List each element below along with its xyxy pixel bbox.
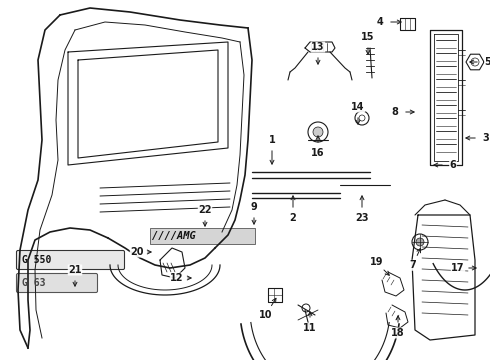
Text: 14: 14 <box>351 102 365 112</box>
Text: 15: 15 <box>361 32 375 42</box>
Text: 20: 20 <box>130 247 144 257</box>
Text: 10: 10 <box>259 310 272 320</box>
Text: 4: 4 <box>377 17 383 27</box>
Text: 7: 7 <box>409 260 416 270</box>
Text: G 550: G 550 <box>22 255 51 265</box>
Text: 23: 23 <box>355 213 369 223</box>
Circle shape <box>416 238 424 246</box>
Circle shape <box>313 127 323 137</box>
Text: ////AMG: ////AMG <box>152 231 196 241</box>
Text: G 63: G 63 <box>22 278 46 288</box>
Text: 8: 8 <box>392 107 398 117</box>
Text: 18: 18 <box>391 328 405 338</box>
Text: 16: 16 <box>311 148 325 158</box>
Text: 9: 9 <box>250 202 257 212</box>
Text: 3: 3 <box>483 133 490 143</box>
Text: 2: 2 <box>290 213 296 223</box>
Text: 11: 11 <box>303 323 317 333</box>
Text: 22: 22 <box>198 205 212 215</box>
Text: 17: 17 <box>451 263 465 273</box>
Bar <box>150 228 255 244</box>
FancyBboxPatch shape <box>17 251 124 270</box>
Text: 12: 12 <box>170 273 184 283</box>
Text: 5: 5 <box>485 57 490 67</box>
Text: 19: 19 <box>369 257 383 267</box>
Text: 1: 1 <box>269 135 275 145</box>
Text: 13: 13 <box>311 42 325 52</box>
Text: 6: 6 <box>450 160 456 170</box>
Text: 21: 21 <box>68 265 82 275</box>
FancyBboxPatch shape <box>17 274 98 292</box>
